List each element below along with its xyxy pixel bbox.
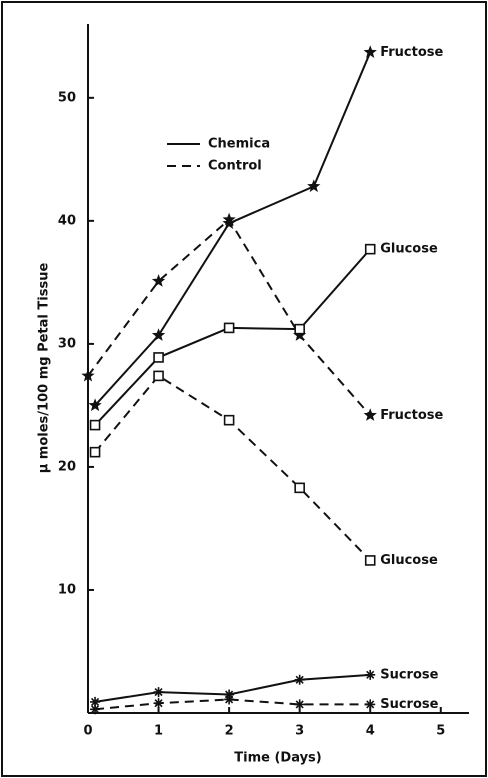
y-tick-label: 20 — [58, 459, 76, 474]
star-marker — [363, 408, 377, 421]
star-marker — [88, 398, 102, 412]
x-axis-label: Time (Days) — [234, 751, 321, 766]
asterisk-marker — [153, 687, 164, 698]
square-marker — [364, 555, 376, 566]
series-line — [94, 51, 372, 407]
legend-label: Control — [208, 159, 262, 174]
asterisk-marker — [224, 694, 235, 705]
square-marker — [153, 370, 164, 382]
star-marker — [363, 45, 377, 58]
series-end-label: Sucrose — [380, 667, 438, 682]
square-marker — [294, 482, 305, 494]
series-end-label: Fructose — [380, 408, 443, 423]
asterisk-marker — [153, 698, 164, 709]
y-tick-label: 10 — [58, 582, 76, 597]
series-end-label: Sucrose — [380, 697, 438, 712]
series-line — [87, 218, 371, 416]
star-marker — [81, 368, 95, 382]
star-marker — [151, 274, 166, 287]
x-tick-label: 3 — [295, 724, 304, 739]
asterisk-marker — [294, 674, 305, 685]
series-end-label: Glucose — [380, 553, 438, 568]
star-marker — [222, 216, 236, 229]
square-marker — [223, 322, 235, 334]
star-marker — [222, 212, 236, 226]
x-tick-label: 5 — [436, 724, 445, 739]
y-tick-label: 40 — [58, 213, 76, 228]
square-marker — [153, 352, 164, 363]
y-tick-label: 30 — [58, 336, 76, 351]
series-end-label: Glucose — [380, 242, 438, 257]
square-marker — [89, 446, 101, 458]
x-tick-label: 2 — [225, 724, 234, 739]
asterisk-marker — [365, 699, 376, 710]
star-marker — [151, 328, 166, 341]
square-marker — [223, 414, 235, 426]
x-tick-label: 4 — [366, 724, 375, 739]
y-tick-label: 50 — [58, 90, 76, 105]
asterisk-marker — [90, 696, 101, 707]
series-line — [95, 698, 371, 711]
legend-label: Chemica — [208, 137, 270, 152]
asterisk-marker — [365, 669, 376, 680]
x-tick-label: 1 — [154, 724, 163, 739]
asterisk-marker — [294, 699, 305, 710]
star-marker — [293, 328, 307, 341]
y-axis-label: μ moles/100 mg Petal Tissue — [37, 263, 52, 474]
asterisk-marker — [90, 704, 101, 715]
square-marker — [89, 419, 101, 431]
square-marker — [364, 243, 376, 255]
series-end-label: Fructose — [380, 45, 443, 60]
series-line — [94, 248, 371, 426]
x-tick-label: 0 — [83, 724, 92, 739]
square-marker — [294, 323, 305, 335]
star-marker — [307, 179, 321, 193]
series-line — [94, 374, 371, 562]
